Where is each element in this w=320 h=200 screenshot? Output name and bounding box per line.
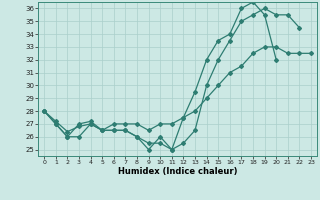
X-axis label: Humidex (Indice chaleur): Humidex (Indice chaleur) xyxy=(118,167,237,176)
